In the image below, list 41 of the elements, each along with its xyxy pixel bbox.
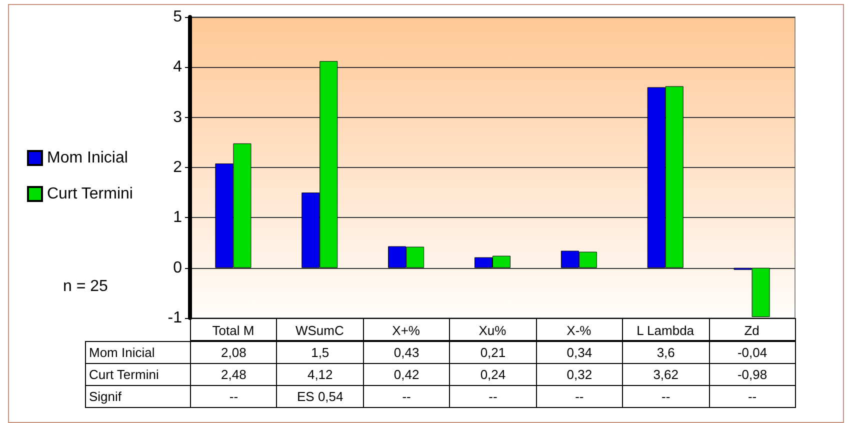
data-label: 0,21 bbox=[449, 341, 537, 364]
y-tick-label: -1 bbox=[168, 310, 182, 326]
text: -- bbox=[190, 385, 278, 408]
data-label: 0,34 bbox=[536, 341, 624, 364]
text: Curt Termini bbox=[89, 367, 159, 382]
data-label: 0,42 bbox=[362, 363, 450, 386]
text: -- bbox=[622, 385, 710, 408]
y-tick-label: 3 bbox=[173, 108, 182, 126]
data-label: 1,5 bbox=[276, 341, 364, 364]
data-label: 2,08 bbox=[190, 341, 278, 364]
y-tick-label: 5 bbox=[173, 8, 182, 26]
y-tick-label: 0 bbox=[173, 259, 182, 276]
x-tick-label: WSumC bbox=[295, 323, 344, 338]
x-tick-label: Xu% bbox=[478, 323, 507, 338]
data-label: 0,24 bbox=[449, 363, 537, 386]
y-tick-label: 2 bbox=[173, 159, 182, 176]
text: -- bbox=[362, 385, 450, 408]
data-label: 3,6 bbox=[622, 341, 710, 364]
data-label: 3,62 bbox=[622, 363, 710, 386]
x-tick-label: X-% bbox=[566, 323, 592, 338]
data-label: 0,32 bbox=[536, 363, 624, 386]
data-label: -0,98 bbox=[708, 363, 796, 386]
text: -- bbox=[708, 385, 796, 408]
x-tick-label: Total M bbox=[212, 323, 254, 338]
y-tick-label: 4 bbox=[173, 58, 182, 76]
data-label: -0,04 bbox=[708, 341, 796, 364]
text: -- bbox=[449, 385, 537, 408]
legend-label: Curt Termini bbox=[47, 186, 133, 202]
text: Signif bbox=[85, 385, 191, 408]
x-tick-label: X+% bbox=[392, 323, 420, 338]
data-label: 2,48 bbox=[190, 363, 278, 386]
text: n = 25 bbox=[63, 278, 108, 296]
x-tick-label: Zd bbox=[744, 323, 760, 338]
data-label: 4,12 bbox=[276, 363, 364, 386]
text: Mom Inicial bbox=[89, 345, 155, 360]
text: ES 0,54 bbox=[276, 385, 364, 408]
data-label: 0,43 bbox=[362, 341, 450, 364]
text: -- bbox=[536, 385, 624, 408]
legend-label: Mom Inicial bbox=[47, 150, 128, 166]
x-tick-label: L Lambda bbox=[636, 323, 695, 338]
y-tick-label: 1 bbox=[173, 209, 182, 226]
